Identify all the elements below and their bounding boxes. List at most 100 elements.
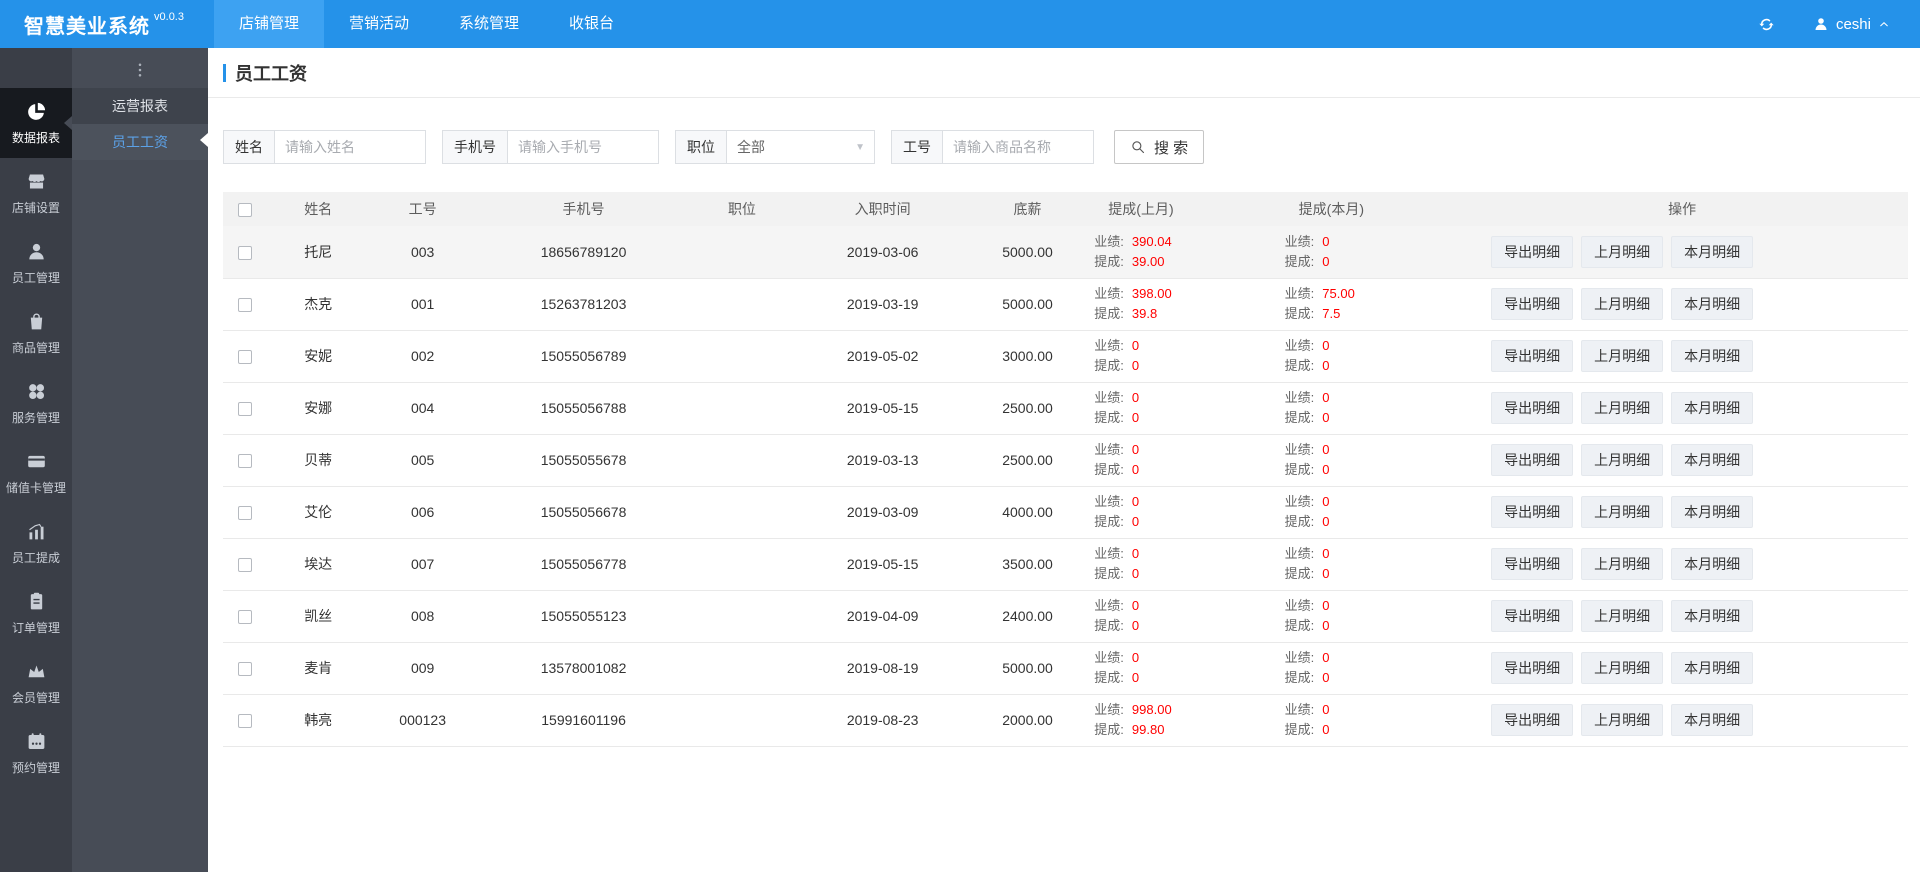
perf-value: 390.04 [1131, 233, 1172, 249]
this-month-detail-button[interactable]: 本月明细 [1671, 704, 1754, 736]
perf-label: 业绩: [1094, 338, 1124, 353]
cell-actions: 导出明细 上月明细 本月明细 [1456, 486, 1908, 539]
sidebar-item-6[interactable]: 员工提成 [0, 508, 72, 578]
sidebar-item-7[interactable]: 订单管理 [0, 578, 72, 648]
last-month-detail-button[interactable]: 上月明细 [1581, 444, 1664, 476]
perf-label: 业绩: [1284, 494, 1315, 509]
export-detail-button[interactable]: 导出明细 [1491, 548, 1574, 580]
sidebar-item-5[interactable]: 储值卡管理 [0, 438, 72, 508]
perf-label: 业绩: [1094, 442, 1124, 457]
comm-label: 提成: [1284, 358, 1315, 373]
this-month-detail-button[interactable]: 本月明细 [1671, 340, 1754, 372]
submenu-item-0[interactable]: 运营报表 [72, 88, 208, 124]
sidebar-item-1[interactable]: 店铺设置 [0, 158, 72, 228]
cell-hire-date: 2019-03-19 [792, 278, 973, 331]
row-checkbox-cell [223, 694, 267, 747]
last-month-detail-button[interactable]: 上月明细 [1581, 704, 1664, 736]
last-month-detail-button[interactable]: 上月明细 [1581, 235, 1664, 268]
last-month-detail-button[interactable]: 上月明细 [1581, 548, 1664, 580]
last-month-detail-button[interactable]: 上月明细 [1581, 288, 1664, 320]
last-month-detail-button[interactable]: 上月明细 [1581, 392, 1664, 424]
export-detail-button[interactable]: 导出明细 [1491, 704, 1574, 736]
sidebar-item-9[interactable]: 预约管理 [0, 718, 72, 788]
this-month-detail-button[interactable]: 本月明细 [1671, 288, 1754, 320]
comm-label: 提成: [1094, 410, 1124, 425]
last-month-detail-button[interactable]: 上月明细 [1581, 496, 1664, 528]
perf-value: 998.00 [1131, 702, 1172, 717]
position-select[interactable]: 全部 ▼ [727, 131, 874, 163]
nav-tab-3[interactable]: 收银台 [569, 15, 615, 32]
nav-tab-0[interactable]: 店铺管理 [214, 0, 325, 48]
name-input[interactable] [275, 131, 425, 163]
comm-label: 提成: [1094, 670, 1124, 685]
column-header-4: 入职时间 [792, 192, 973, 226]
phone-input[interactable] [508, 131, 658, 163]
row-checkbox[interactable] [237, 454, 252, 469]
row-checkbox[interactable] [237, 662, 252, 677]
this-month-detail-button[interactable]: 本月明细 [1671, 496, 1754, 528]
sidebar-item-label: 预约管理 [11, 760, 60, 775]
row-checkbox[interactable] [237, 298, 252, 313]
export-detail-button[interactable]: 导出明细 [1491, 444, 1574, 476]
header-checkbox-cell [223, 192, 267, 226]
user-menu[interactable]: ceshi [1813, 16, 1890, 33]
dropdown-arrow-icon: ▼ [855, 141, 865, 153]
person-icon [26, 241, 47, 262]
row-checkbox[interactable] [237, 610, 252, 625]
last-month-detail-button[interactable]: 上月明细 [1581, 340, 1664, 372]
cell-phone: 15055056778 [475, 538, 692, 591]
row-checkbox[interactable] [237, 350, 252, 365]
more-dots-icon[interactable] [131, 61, 149, 79]
perf-label: 业绩: [1094, 494, 1124, 509]
last-month-detail-button[interactable]: 上月明细 [1581, 600, 1664, 632]
nav-tab-1[interactable]: 营销活动 [349, 15, 410, 32]
row-checkbox[interactable] [237, 506, 252, 521]
submenu-item-1[interactable]: 员工工资 [72, 124, 208, 160]
row-checkbox[interactable] [237, 558, 252, 573]
this-month-detail-button[interactable]: 本月明细 [1671, 548, 1754, 580]
comm-label: 提成: [1094, 566, 1124, 581]
comm-label: 提成: [1284, 722, 1315, 737]
sidebar-item-4[interactable]: 服务管理 [0, 368, 72, 438]
export-detail-button[interactable]: 导出明细 [1491, 288, 1574, 320]
this-month-detail-button[interactable]: 本月明细 [1671, 444, 1754, 476]
main-content: 员工工资 姓名 手机号 职位 全部 ▼ 工号 [208, 48, 1920, 872]
export-detail-button[interactable]: 导出明细 [1491, 600, 1574, 632]
comm-value: 0 [1322, 358, 1330, 373]
row-checkbox[interactable] [237, 402, 252, 417]
refresh-icon[interactable] [1758, 16, 1775, 33]
last-month-detail-button[interactable]: 上月明细 [1581, 652, 1664, 684]
page-title: 员工工资 [235, 63, 307, 84]
export-detail-button[interactable]: 导出明细 [1491, 392, 1574, 424]
cell-commission-this-month: 业绩: 0 提成: 0 [1272, 226, 1457, 279]
export-detail-button[interactable]: 导出明细 [1491, 652, 1574, 684]
crown-icon [26, 661, 47, 682]
perf-label: 业绩: [1284, 442, 1315, 457]
sidebar-item-2[interactable]: 员工管理 [0, 228, 72, 298]
sidebar-item-8[interactable]: 会员管理 [0, 648, 72, 718]
select-all-checkbox[interactable] [237, 203, 252, 218]
search-button[interactable]: 搜 索 [1114, 130, 1205, 164]
column-header-8: 操作 [1456, 192, 1908, 226]
this-month-detail-button[interactable]: 本月明细 [1671, 600, 1754, 632]
export-detail-button[interactable]: 导出明细 [1491, 496, 1574, 528]
this-month-detail-button[interactable]: 本月明细 [1671, 392, 1754, 424]
cell-commission-this-month: 业绩: 0 提成: 0 [1272, 382, 1457, 435]
cell-commission-this-month: 业绩: 0 提成: 0 [1272, 694, 1457, 747]
sidebar-item-3[interactable]: 商品管理 [0, 298, 72, 368]
row-checkbox[interactable] [237, 714, 252, 729]
row-checkbox[interactable] [237, 245, 252, 260]
cell-phone: 15055055678 [475, 434, 692, 487]
row-checkbox-cell [223, 590, 267, 643]
sidebar-item-0[interactable]: 数据报表 [0, 88, 72, 158]
cell-actions: 导出明细 上月明细 本月明细 [1456, 226, 1908, 279]
empno-input[interactable] [943, 131, 1093, 163]
export-detail-button[interactable]: 导出明细 [1491, 340, 1574, 372]
export-detail-button[interactable]: 导出明细 [1491, 235, 1574, 268]
cell-actions: 导出明细 上月明细 本月明细 [1456, 330, 1908, 383]
perf-value: 0 [1131, 338, 1140, 353]
cell-emp-no: 001 [369, 278, 476, 331]
this-month-detail-button[interactable]: 本月明细 [1671, 652, 1754, 684]
nav-tab-2[interactable]: 系统管理 [459, 15, 520, 32]
this-month-detail-button[interactable]: 本月明细 [1671, 235, 1754, 268]
